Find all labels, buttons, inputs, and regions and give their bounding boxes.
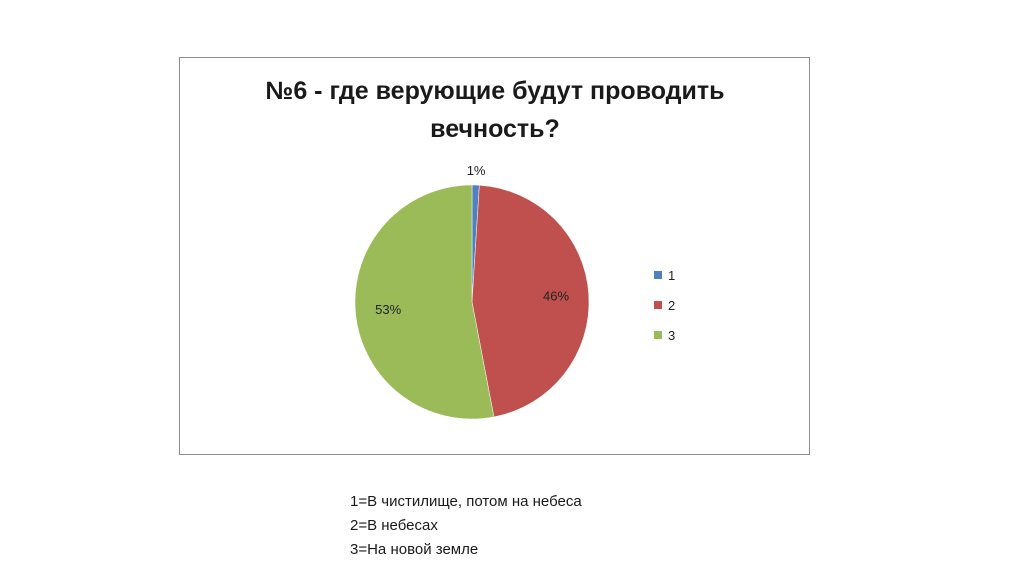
data-label-2: 46% bbox=[543, 289, 569, 304]
legend-item-2: 2 bbox=[654, 290, 675, 320]
note-line-2: 2=В небесах bbox=[350, 517, 438, 534]
legend-notes: 1=В чистилище, потом на небеса 2=В небес… bbox=[350, 490, 582, 562]
legend-swatch-3 bbox=[654, 331, 662, 339]
note-line-3: 3=На новой земле bbox=[350, 541, 479, 558]
chart-frame: №6 - где верующие будут проводить вечнос… bbox=[179, 57, 810, 455]
data-label-3: 53% bbox=[375, 302, 401, 317]
data-label-1: 1% bbox=[467, 163, 486, 178]
legend: 1 2 3 bbox=[654, 260, 675, 350]
legend-label-3: 3 bbox=[668, 327, 676, 343]
legend-label-1: 1 bbox=[668, 267, 676, 283]
pie-slice-3 bbox=[354, 184, 495, 420]
legend-swatch-1 bbox=[654, 271, 662, 279]
legend-item-1: 1 bbox=[654, 260, 675, 290]
chart-title: №6 - где верующие будут проводить вечнос… bbox=[265, 77, 725, 143]
legend-swatch-2 bbox=[654, 301, 662, 309]
legend-label-2: 2 bbox=[668, 297, 676, 313]
legend-item-3: 3 bbox=[654, 320, 675, 350]
note-line-1: 1=В чистилище, потом на небеса bbox=[350, 493, 582, 510]
pie-chart: 1% 46% 53% bbox=[354, 163, 590, 420]
pie-slice-2 bbox=[471, 184, 590, 418]
